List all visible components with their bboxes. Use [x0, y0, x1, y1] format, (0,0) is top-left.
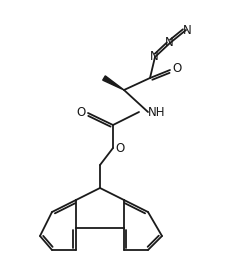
Text: N: N: [182, 23, 191, 36]
Text: N: N: [149, 50, 158, 63]
Text: O: O: [172, 62, 181, 76]
Text: O: O: [76, 106, 85, 118]
Polygon shape: [102, 76, 124, 90]
Text: O: O: [115, 142, 124, 154]
Text: N: N: [164, 36, 173, 50]
Text: NH: NH: [148, 106, 165, 118]
